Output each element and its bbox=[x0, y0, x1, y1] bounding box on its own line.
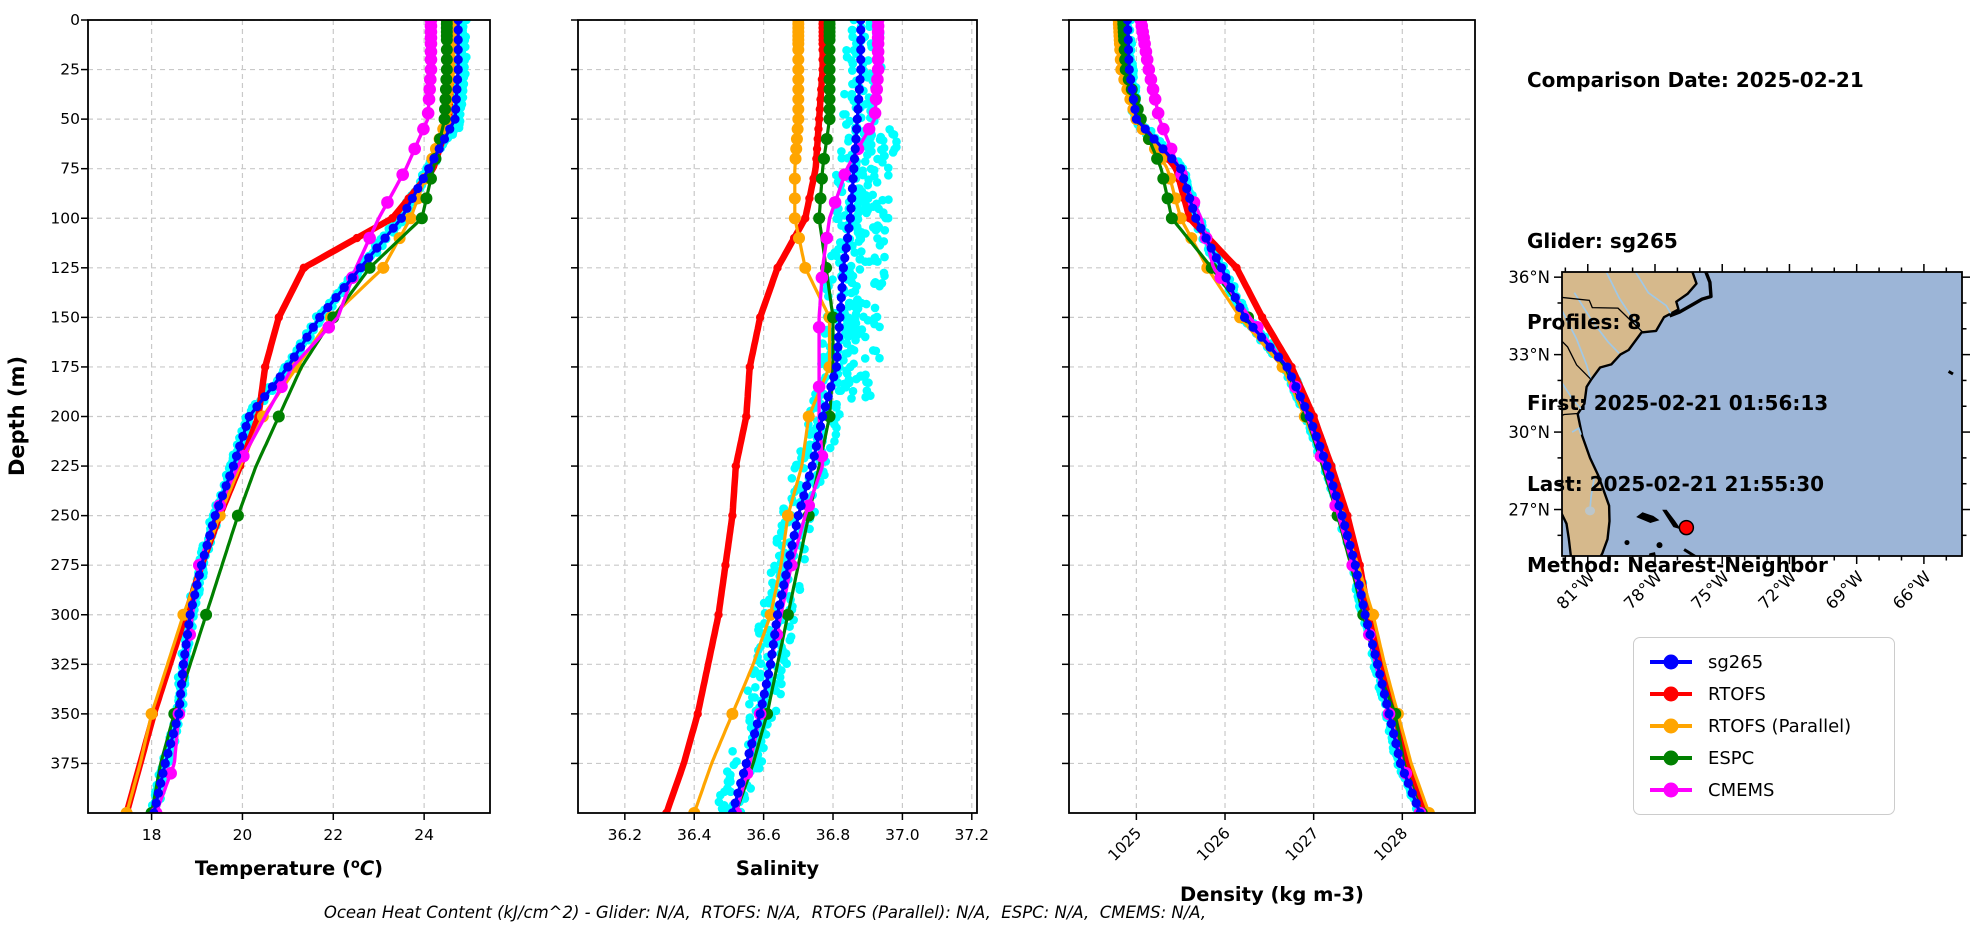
glider-position-marker bbox=[1678, 519, 1695, 536]
map-lake-okeechobee bbox=[1585, 506, 1596, 516]
xaxis-title-salinity: Salinity bbox=[736, 857, 819, 880]
depth-tick-label: 250 bbox=[50, 507, 80, 525]
map-abaco bbox=[1662, 509, 1681, 530]
info-header: Comparison Date: 2025-02-21 Glider: sg26… bbox=[1527, 13, 1864, 633]
map-river bbox=[1605, 272, 1642, 331]
series-sg265-salinity bbox=[727, 20, 866, 813]
first-profile-time-text: First: 2025-02-21 01:56:13 bbox=[1527, 391, 1829, 415]
legend-entry-rtofs: RTOFS bbox=[1648, 678, 1880, 710]
depth-tick-label: 225 bbox=[50, 457, 80, 475]
map-berry-islands bbox=[1656, 542, 1663, 549]
xtick-label: 36.2 bbox=[608, 826, 643, 844]
last-profile-time-text: Last: 2025-02-21 21:55:30 bbox=[1527, 472, 1825, 496]
series-sg265-temperature bbox=[149, 20, 463, 813]
series-sg265-density bbox=[1122, 20, 1425, 813]
legend-line-marker-icon bbox=[1650, 686, 1692, 702]
map-lat-label: 33°N bbox=[1508, 346, 1550, 365]
series-rtofs-parallel--salinity bbox=[688, 20, 836, 813]
map-state-border bbox=[1562, 412, 1578, 417]
depth-tick-label: 25 bbox=[60, 61, 80, 79]
depth-tick-label: 325 bbox=[50, 655, 80, 673]
legend-box: sg265 RTOFS RTOFS (Parallel) ESPC CMEMS bbox=[1633, 637, 1895, 815]
plot-area-salinity bbox=[662, 20, 901, 813]
map-land bbox=[1562, 272, 1698, 556]
xtick-label: 36.4 bbox=[677, 826, 712, 844]
depth-tick-label: 0 bbox=[70, 11, 80, 29]
map-andros bbox=[1648, 552, 1656, 556]
depth-tick-label: 50 bbox=[60, 110, 80, 128]
panel-salinity: 36.2 36.4 36.6 36.8 37.0 37.2 Salinity bbox=[571, 19, 990, 880]
map-river bbox=[1589, 475, 1596, 510]
xaxis-title-temperature: Temperature (oC) bbox=[195, 857, 383, 880]
map-river bbox=[1562, 382, 1582, 410]
depth-tick-label: 75 bbox=[60, 160, 80, 178]
header-spacer bbox=[1527, 148, 1864, 174]
legend-label: RTOFS (Parallel) bbox=[1708, 715, 1852, 737]
depth-tick-label: 375 bbox=[50, 754, 80, 772]
map-state-border bbox=[1562, 296, 1643, 333]
legend-line-marker-icon bbox=[1650, 654, 1692, 670]
plot-area-density bbox=[1112, 20, 1435, 813]
map-bimini bbox=[1624, 540, 1630, 546]
panel-density: 1025 1026 1027 1028 Density (kg m-3) bbox=[1062, 19, 1476, 906]
depth-tick-label: 275 bbox=[50, 556, 80, 574]
xtick-label: 18 bbox=[142, 826, 162, 844]
legend-entry-rtofs-parallel: RTOFS (Parallel) bbox=[1648, 710, 1880, 742]
depth-tick-label: 150 bbox=[50, 308, 80, 326]
map-bermuda bbox=[1947, 370, 1954, 376]
panel-temperature: 18 20 22 24 0 25 50 75 100 125 150 175 200 225 250 275 3… bbox=[50, 11, 491, 880]
legend-label: sg265 bbox=[1708, 651, 1764, 673]
depth-tick-label: 100 bbox=[50, 209, 80, 227]
xtick-label: 20 bbox=[233, 826, 253, 844]
map-lat-label: 30°N bbox=[1508, 423, 1550, 442]
map-lat-label: 27°N bbox=[1508, 501, 1550, 520]
map-lat-label: 36°N bbox=[1508, 268, 1550, 287]
location-map: 36°N33°N30°N27°N81°W 78°W 75°W 72°W 69°W 66°W bbox=[1508, 264, 1970, 613]
map-outer-banks bbox=[1668, 272, 1713, 318]
depth-tick-label: 200 bbox=[50, 408, 80, 426]
method-text: Method: Nearest-Neighbor bbox=[1527, 553, 1828, 577]
depth-tick-label: 300 bbox=[50, 606, 80, 624]
profiles-count-text: Profiles: 8 bbox=[1527, 310, 1642, 334]
xtick-label: 1025 bbox=[1105, 824, 1146, 865]
legend-entry-espc: ESPC bbox=[1648, 742, 1880, 774]
legend-label: ESPC bbox=[1708, 747, 1755, 769]
xaxis-title-density: Density (kg m-3) bbox=[1180, 883, 1364, 906]
comparison-date-text: Comparison Date: 2025-02-21 bbox=[1527, 68, 1864, 92]
legend-line-marker-icon bbox=[1650, 750, 1692, 766]
xtick-label: 37.0 bbox=[885, 826, 920, 844]
map-river bbox=[1634, 272, 1672, 314]
ocean-heat-content-footnote: Ocean Heat Content (kJ/cm^2) - Glider: N… bbox=[323, 903, 1207, 922]
xtick-label: 24 bbox=[414, 826, 434, 844]
xtick-label: 36.6 bbox=[746, 826, 781, 844]
grid-temperature bbox=[88, 19, 490, 813]
map-river bbox=[1573, 292, 1620, 354]
legend-line-marker-icon bbox=[1650, 782, 1692, 798]
xtick-label: 22 bbox=[323, 826, 343, 844]
map-river bbox=[1562, 310, 1592, 380]
map-lon-label: 66°W bbox=[1889, 567, 1935, 613]
depth-tick-label: 175 bbox=[50, 358, 80, 376]
map-state-border bbox=[1562, 340, 1591, 380]
xtick-label: 36.8 bbox=[816, 826, 851, 844]
legend-entry-sg265: sg265 bbox=[1648, 646, 1880, 678]
plot-area-temperature bbox=[120, 20, 471, 813]
xtick-label: 1028 bbox=[1371, 824, 1412, 865]
map-grand-bahama bbox=[1636, 512, 1660, 523]
xtick-label: 1026 bbox=[1193, 824, 1234, 865]
xtick-label: 37.2 bbox=[955, 826, 990, 844]
legend-line-marker-icon bbox=[1650, 718, 1692, 734]
legend-label: RTOFS bbox=[1708, 683, 1766, 705]
legend-label: CMEMS bbox=[1708, 779, 1775, 801]
depth-tick-label: 350 bbox=[50, 705, 80, 723]
map-river bbox=[1571, 426, 1582, 435]
depth-tick-label: 125 bbox=[50, 259, 80, 277]
glider-name-text: Glider: sg265 bbox=[1527, 229, 1678, 253]
grid-density bbox=[1069, 19, 1475, 813]
yaxis-title-depth: Depth (m) bbox=[5, 356, 29, 476]
xtick-label: 1027 bbox=[1282, 824, 1323, 865]
legend-entry-cmems: CMEMS bbox=[1648, 774, 1880, 806]
